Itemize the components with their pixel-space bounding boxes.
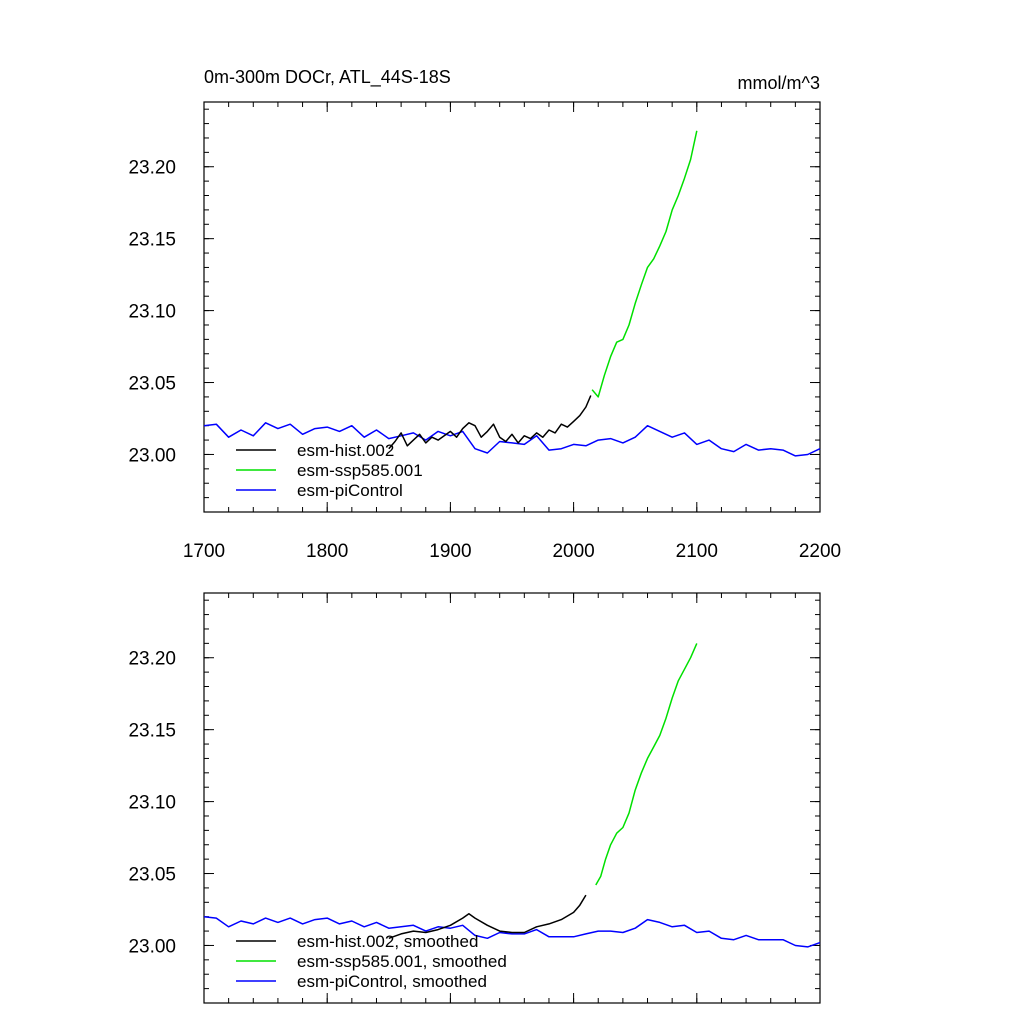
series-line-2: [203, 422, 821, 457]
x-tick-label: 1900: [429, 541, 471, 562]
figure-title: 0m-300m DOCr, ATL_44S-18S: [204, 67, 451, 88]
x-tick-label: 1800: [306, 541, 348, 562]
y-tick-label: 23.20: [128, 649, 176, 670]
y-tick-label: 23.05: [128, 865, 176, 886]
y-tick-label: 23.00: [128, 936, 176, 957]
series-line-2: [203, 915, 821, 948]
y-tick-label: 23.10: [128, 302, 176, 323]
y-tick-label: 23.15: [128, 230, 176, 251]
x-tick-label: 2000: [552, 541, 594, 562]
legend-label: esm-hist.002, smoothed: [297, 932, 478, 951]
x-tick-label: 2100: [676, 541, 718, 562]
y-tick-label: 23.05: [128, 374, 176, 395]
y-tick-label: 23.15: [128, 721, 176, 742]
series-line-0: [388, 395, 592, 450]
figure-units: mmol/m^3: [738, 73, 820, 93]
legend-label: esm-ssp585.001, smoothed: [297, 952, 507, 971]
plot-frame: [203, 101, 821, 513]
panels: 1700 1800 1900 2000 2100 220023.0023.0523.102…: [128, 101, 841, 1004]
y-tick-label: 23.00: [128, 445, 176, 466]
legend-label: esm-hist.002: [297, 441, 394, 460]
x-tick-label: 2200: [799, 541, 841, 562]
series-line-1: [591, 130, 698, 398]
y-tick-label: 23.20: [128, 158, 176, 179]
y-tick-label: 23.10: [128, 793, 176, 814]
legend-label: esm-piControl, smoothed: [297, 972, 487, 991]
plot-frame: [203, 592, 821, 1004]
legend-label: esm-piControl: [297, 481, 403, 500]
x-tick-label: 1700: [183, 541, 225, 562]
series-line-0: [388, 894, 587, 940]
panel-top: 1700 1800 1900 2000 2100 2200 23.00 23.05 23.10 2…: [128, 101, 841, 562]
legend-label: esm-ssp585.001: [297, 461, 423, 480]
series-line-1: [595, 643, 698, 886]
panel-bottom: 23.00 23.05 23.10 23.15 23.20 esm-hist.002, s…: [128, 592, 821, 1004]
